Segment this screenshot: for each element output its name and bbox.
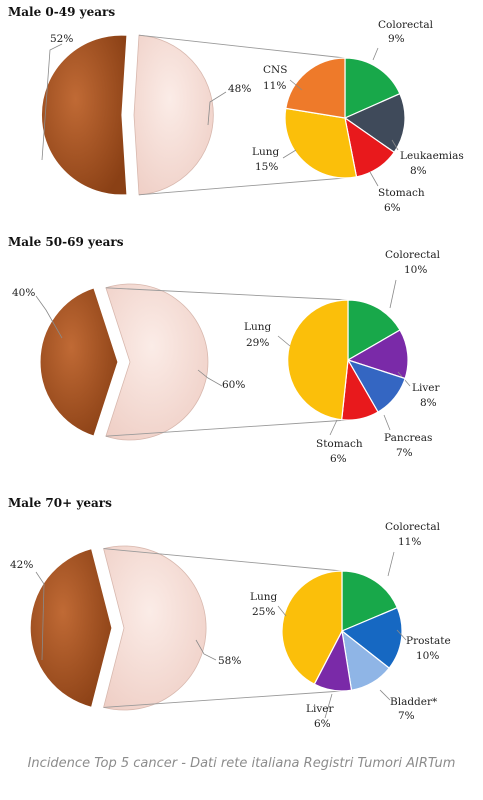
value-lung: 29% [246, 337, 269, 349]
big-pie-leader-line [35, 295, 63, 339]
slice-cns [285, 57, 346, 119]
big-pie-slice-other [39, 287, 119, 437]
big-pie-leader-line [195, 639, 217, 661]
panel-title: Male 50-69 years [8, 235, 124, 249]
panel-1: Male 0-49 years 52% 48% Colorectal 9% Leukaem… [8, 5, 464, 214]
slice-leukaemias [343, 92, 406, 154]
leader-lung [277, 335, 291, 347]
leader-colorectal [372, 47, 379, 61]
leader-lung [282, 149, 297, 159]
big-pie-slice-top5 [133, 34, 214, 196]
pie-of-pie-figure: Male 0-49 years 52% 48% Colorectal 9% Leukaem… [8, 5, 464, 730]
big-pie-slice-other [29, 547, 113, 709]
value-prostate: 10% [416, 650, 439, 662]
leader-cns [289, 79, 303, 91]
connector-line-bottom [105, 419, 349, 437]
big-pie-leader-line [197, 369, 223, 387]
value-colorectal: 11% [398, 536, 421, 548]
big-pie-slice-other [40, 34, 128, 196]
leader-liver [324, 693, 333, 719]
value-liver: 6% [314, 718, 331, 730]
connector-line-top [105, 287, 349, 301]
leader-colorectal [389, 279, 397, 309]
leader-prostate [396, 629, 407, 641]
label-colorectal: Colorectal [385, 521, 441, 533]
leader-stomach [329, 419, 338, 436]
slice-lung [281, 570, 343, 686]
label-prostate: Prostate [406, 635, 451, 647]
label-lung: Lung [244, 321, 271, 333]
label-colorectal: Colorectal [385, 249, 441, 261]
panel-3: Male 70+ years 42% 58% Colorectal 11% Prostat… [8, 496, 451, 730]
big-pie-label: 52% [50, 33, 73, 45]
leader-leukaemias [391, 139, 399, 151]
value-lung: 15% [255, 161, 278, 173]
leader-colorectal [387, 551, 395, 577]
label-lung: Lung [252, 146, 279, 158]
label-pancreas: Pancreas [384, 432, 432, 444]
value-lung: 25% [252, 606, 275, 618]
label-liver: Liver [306, 703, 334, 715]
value-liver: 8% [420, 397, 437, 409]
connector-line-top [103, 548, 343, 572]
slice-prostate [340, 606, 403, 669]
value-leukaemias: 8% [410, 165, 427, 177]
label-liver: Liver [412, 382, 440, 394]
connector-line-bottom [103, 690, 343, 708]
label-stomach: Stomach [378, 187, 425, 199]
value-colorectal: 9% [388, 33, 405, 45]
connector-line-bottom [138, 177, 346, 196]
big-pie-label: 42% [10, 559, 33, 571]
slice-colorectal [347, 299, 401, 362]
slice-colorectal [344, 57, 401, 119]
value-colorectal: 10% [404, 264, 427, 276]
value-cns: 11% [263, 80, 286, 92]
big-pie-leader-line [35, 571, 45, 661]
leader-stomach [369, 171, 379, 187]
value-pancreas: 7% [396, 447, 413, 459]
value-bladder: 7% [398, 710, 415, 722]
panel-2: Male 50-69 years 40% 60% Colorectal 10% Liver… [8, 235, 441, 465]
big-pie-slice-top5 [103, 545, 207, 711]
big-pie-leader-line [41, 43, 63, 161]
big-pie-label: 48% [228, 83, 251, 95]
label-colorectal: Colorectal [378, 19, 434, 31]
big-pie-label: 58% [218, 655, 241, 667]
label-cns: CNS [263, 64, 287, 76]
label-bladder: Bladder* [390, 696, 438, 708]
label-stomach: Stomach [316, 438, 363, 450]
leader-bladder [379, 689, 391, 701]
figure-caption: Incidence Top 5 cancer - Dati rete itali… [27, 756, 456, 771]
big-pie-label: 40% [12, 287, 35, 299]
value-stomach: 6% [330, 453, 347, 465]
big-pie-label: 60% [222, 379, 245, 391]
value-stomach: 6% [384, 202, 401, 214]
leader-pancreas [383, 414, 391, 431]
big-pie-slice-top5 [105, 283, 209, 441]
label-leukaemias: Leukaemias [400, 150, 464, 162]
slice-lung [284, 107, 358, 179]
slice-colorectal [341, 570, 399, 632]
label-lung: Lung [250, 591, 277, 603]
connector-line-top [138, 34, 346, 59]
panel-title: Male 70+ years [8, 496, 112, 510]
panel-title: Male 0-49 years [8, 5, 115, 19]
big-pie-leader-line [207, 91, 227, 126]
leader-lung [277, 605, 287, 617]
slice-lung [287, 299, 349, 421]
